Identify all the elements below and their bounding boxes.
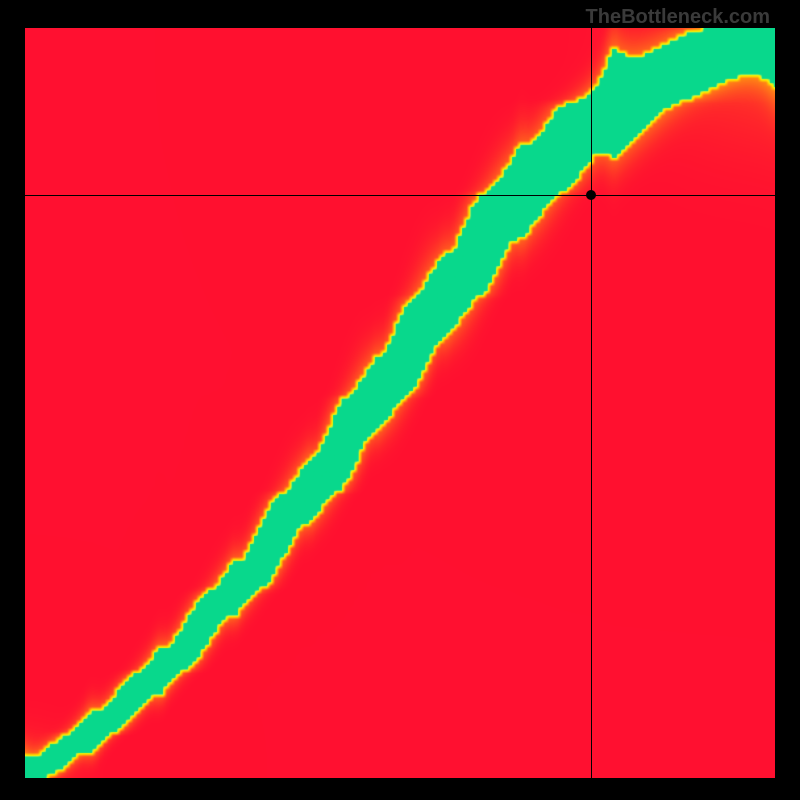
crosshair-horizontal (25, 195, 775, 196)
heatmap-canvas (25, 28, 775, 778)
heatmap-plot (25, 28, 775, 778)
crosshair-marker (586, 190, 596, 200)
watermark-text: TheBottleneck.com (586, 6, 770, 29)
crosshair-vertical (591, 28, 592, 778)
